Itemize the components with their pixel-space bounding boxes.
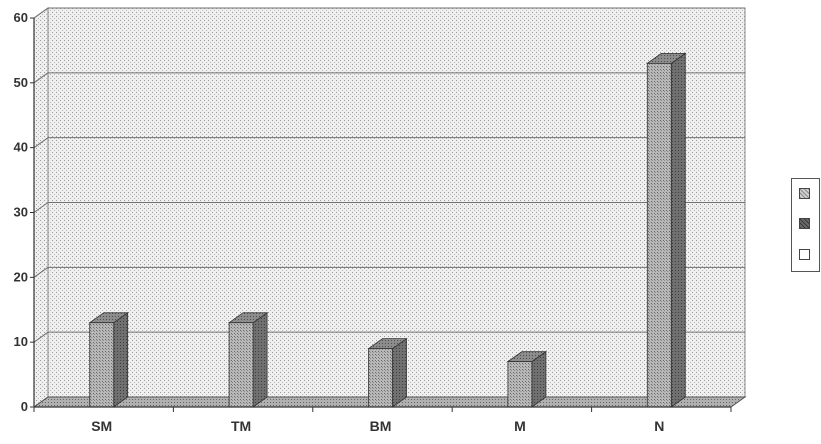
legend-swatch-series-3 bbox=[799, 249, 810, 260]
bar-side-TM bbox=[252, 311, 268, 408]
x-tick-label-N: N bbox=[654, 418, 664, 434]
y-tick-label: 60 bbox=[14, 10, 28, 25]
y-axis: 0 10 20 30 40 50 60 bbox=[14, 10, 35, 414]
y-tick-label: 10 bbox=[14, 334, 28, 349]
y-tick-label: 30 bbox=[14, 205, 28, 220]
legend bbox=[791, 178, 820, 272]
bar-side-BM bbox=[392, 337, 407, 408]
gridline-side bbox=[33, 202, 49, 213]
gridline-side bbox=[33, 137, 49, 149]
bar-M bbox=[507, 361, 533, 408]
legend-swatch-series-2 bbox=[799, 218, 810, 229]
y-tick-label: 50 bbox=[14, 75, 28, 90]
bar-BM bbox=[368, 348, 393, 408]
bar-N bbox=[646, 62, 672, 408]
gridline-side bbox=[33, 266, 49, 278]
x-tick-label-BM: BM bbox=[370, 418, 392, 434]
y-tick-label: 0 bbox=[21, 399, 28, 414]
gridline-side bbox=[33, 7, 49, 19]
legend-swatch-series-1 bbox=[799, 188, 810, 199]
y-tick-label: 20 bbox=[14, 269, 28, 284]
y-tick-label: 40 bbox=[14, 140, 28, 155]
x-axis: SM TM BM M N bbox=[33, 406, 732, 434]
bar-SM bbox=[89, 322, 115, 408]
gridline-side bbox=[33, 331, 49, 343]
bars bbox=[88, 52, 687, 408]
bar-TM bbox=[228, 322, 254, 408]
x-tick-label-M: M bbox=[514, 418, 526, 434]
bar-side-N bbox=[670, 52, 686, 408]
bar-side-SM bbox=[113, 311, 129, 408]
x-tick-label-TM: TM bbox=[231, 418, 251, 434]
x-tick-label-SM: SM bbox=[91, 418, 112, 434]
gridline-side bbox=[33, 72, 49, 84]
